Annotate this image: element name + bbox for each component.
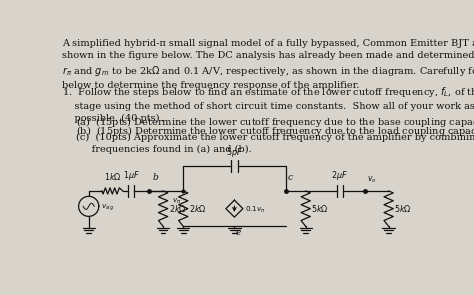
Text: $1k\Omega$: $1k\Omega$ <box>104 171 121 183</box>
Text: e: e <box>236 228 241 237</box>
Text: (c)  (10pts) Approximate the lower cutoff frequency of the amplifier by combinin: (c) (10pts) Approximate the lower cutoff… <box>76 133 474 154</box>
Text: 1.  Follow the steps below to find an estimate of the lower cutoff frequency, $f: 1. Follow the steps below to find an est… <box>63 86 474 123</box>
Text: (b)  (15pts) Determine the lower cutoff frequency due to the load coupling capac: (b) (15pts) Determine the lower cutoff f… <box>76 124 474 138</box>
Text: $0.1v_\pi$: $0.1v_\pi$ <box>245 204 266 214</box>
Text: $2\mu F$: $2\mu F$ <box>331 169 348 182</box>
Text: $1\mu F$: $1\mu F$ <box>123 169 140 182</box>
Text: c: c <box>288 173 293 183</box>
Text: $2k\Omega$: $2k\Omega$ <box>189 203 206 214</box>
Text: $5pF$: $5pF$ <box>226 146 243 159</box>
Text: $v_o$: $v_o$ <box>367 174 376 185</box>
Text: A simplified hybrid-π small signal model of a fully bypassed, Common Emitter BJT: A simplified hybrid-π small signal model… <box>63 39 474 90</box>
Text: $2k\Omega$: $2k\Omega$ <box>169 203 186 214</box>
Text: $5k\Omega$: $5k\Omega$ <box>311 203 328 214</box>
Text: b: b <box>152 173 158 183</box>
Text: $5k\Omega$: $5k\Omega$ <box>394 203 411 214</box>
Text: $v_\pi$: $v_\pi$ <box>173 196 182 206</box>
Text: $v_{sig}$: $v_{sig}$ <box>101 203 114 213</box>
Text: (a)  (15pts) Determine the lower cutoff frequency due to the base coupling capac: (a) (15pts) Determine the lower cutoff f… <box>76 115 474 129</box>
